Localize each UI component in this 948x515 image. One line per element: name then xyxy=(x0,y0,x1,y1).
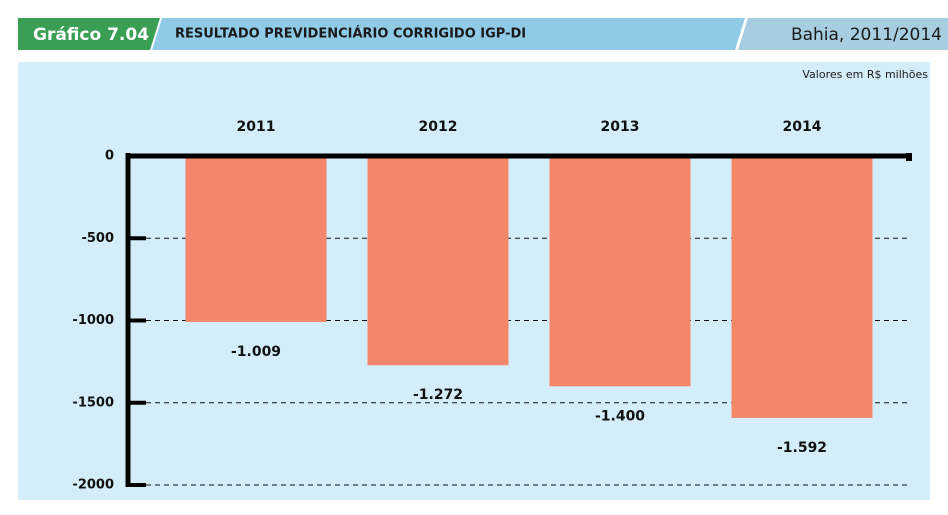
value-label: -1.272 xyxy=(413,387,463,403)
value-label: -1.009 xyxy=(231,344,281,360)
bar xyxy=(549,156,691,387)
y-tick-label: -500 xyxy=(81,231,114,246)
region-box xyxy=(738,18,948,50)
bar xyxy=(185,156,327,322)
label-box xyxy=(18,18,160,50)
unit-note: Valores em R$ milhões xyxy=(802,68,928,81)
region: Bahia, 2011/2014 xyxy=(791,25,942,45)
axis-end xyxy=(906,153,912,161)
value-label: -1.400 xyxy=(595,408,645,424)
y-tick-label: -1500 xyxy=(72,395,114,410)
title-band xyxy=(152,18,745,50)
chart-title: RESULTADO PREVIDENCIÁRIO CORRIGIDO IGP-D… xyxy=(175,26,526,42)
x-tick-label: 2011 xyxy=(237,119,276,135)
chart-label: Gráfico 7.04 xyxy=(33,25,149,45)
y-tick-label: 0 xyxy=(105,149,114,164)
value-label: -1.592 xyxy=(777,440,827,456)
bar xyxy=(731,156,873,418)
x-tick-label: 2012 xyxy=(419,119,458,135)
x-tick-label: 2014 xyxy=(783,119,822,135)
x-tick-label: 2013 xyxy=(601,119,640,135)
y-tick-label: -2000 xyxy=(72,478,114,493)
y-tick-label: -1000 xyxy=(72,313,114,328)
bar xyxy=(367,156,509,366)
